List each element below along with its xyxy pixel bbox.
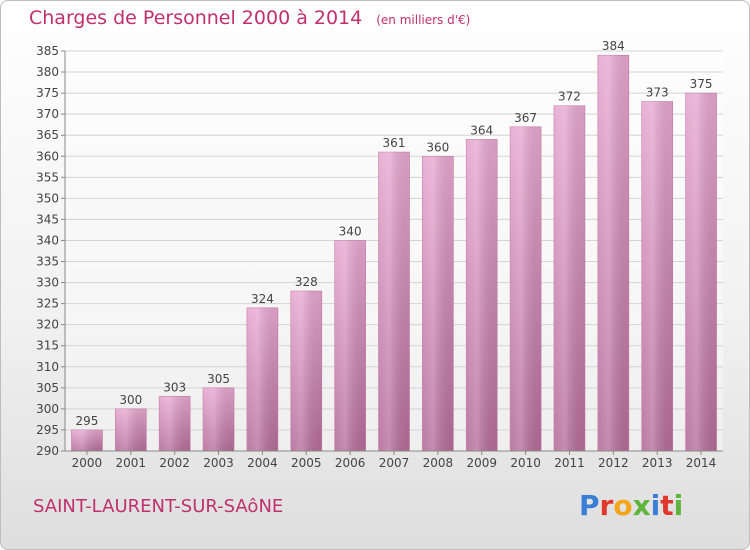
bar-shine	[334, 240, 366, 451]
proxiti-logo: Proxiti	[579, 489, 683, 522]
bar-shine	[115, 408, 147, 451]
x-tick-label: 2012	[598, 456, 629, 470]
logo-letter: r	[599, 489, 614, 522]
y-tick-label: 360	[36, 149, 59, 163]
data-label: 305	[207, 372, 230, 386]
x-tick-label: 2004	[247, 456, 278, 470]
bar-shine	[246, 307, 278, 451]
x-tick-label: 2006	[335, 456, 366, 470]
logo-letter: i	[650, 489, 661, 522]
data-label: 367	[514, 111, 537, 125]
x-tick-label: 2011	[554, 456, 585, 470]
data-label: 372	[558, 90, 581, 104]
bar-shine	[685, 93, 717, 452]
x-tick-label: 2002	[159, 456, 190, 470]
y-tick-label: 355	[36, 170, 59, 184]
data-label: 384	[602, 39, 625, 53]
y-tick-label: 325	[36, 297, 59, 311]
data-label: 360	[426, 140, 449, 154]
x-tick-label: 2003	[203, 456, 234, 470]
bar-shine	[422, 156, 454, 451]
data-label: 373	[646, 86, 669, 100]
y-tick-label: 370	[36, 107, 59, 121]
x-tick-label: 2013	[642, 456, 673, 470]
data-label: 324	[251, 292, 274, 306]
y-tick-label: 340	[36, 233, 59, 247]
bar-shine	[553, 105, 585, 451]
x-tick-label: 2008	[423, 456, 454, 470]
data-label: 361	[383, 136, 406, 150]
bar-shine	[510, 126, 542, 451]
data-label: 375	[690, 77, 713, 91]
y-tick-label: 365	[36, 128, 59, 142]
bar-shine	[597, 55, 629, 452]
y-tick-label: 305	[36, 381, 59, 395]
x-tick-label: 2001	[116, 456, 147, 470]
data-label: 300	[119, 393, 142, 407]
bar-shine	[641, 101, 673, 452]
logo-letter: P	[579, 489, 600, 522]
bar-shine	[159, 396, 191, 451]
chart-title-text: Charges de Personnel 2000 à 2014	[29, 7, 363, 29]
y-tick-label: 380	[36, 65, 59, 79]
y-tick-label: 315	[36, 339, 59, 353]
x-tick-label: 2005	[291, 456, 322, 470]
bar-shine	[203, 387, 235, 451]
data-label: 364	[470, 123, 493, 137]
data-label: 328	[295, 275, 318, 289]
unit-note: (en milliers d'€)	[376, 13, 471, 27]
y-tick-label: 300	[36, 402, 59, 416]
logo-letter: t	[660, 489, 674, 522]
logo-letter: x	[632, 489, 651, 522]
x-tick-label: 2010	[510, 456, 541, 470]
x-tick-label: 2000	[72, 456, 103, 470]
x-tick-label: 2009	[466, 456, 497, 470]
y-tick-label: 385	[36, 44, 59, 58]
y-tick-label: 345	[36, 212, 59, 226]
data-label: 340	[339, 224, 362, 238]
y-tick-label: 320	[36, 318, 59, 332]
x-tick-label: 2014	[686, 456, 717, 470]
data-label: 295	[75, 414, 98, 428]
bar-shine	[466, 139, 498, 451]
logo-letter: o	[613, 489, 633, 522]
data-label: 303	[163, 380, 186, 394]
bar-shine	[71, 429, 103, 451]
y-tick-label: 335	[36, 255, 59, 269]
x-tick-label: 2007	[379, 456, 410, 470]
y-tick-label: 310	[36, 360, 59, 374]
y-tick-label: 290	[36, 444, 59, 458]
town-name: SAINT-LAURENT-SUR-SAôNE	[33, 496, 284, 517]
logo-letter: i	[673, 489, 684, 522]
y-tick-label: 330	[36, 276, 59, 290]
bar-shine	[290, 291, 322, 451]
chart-title: Charges de Personnel 2000 à 2014 (en mill…	[29, 7, 470, 29]
y-tick-label: 375	[36, 86, 59, 100]
bar-shine	[378, 152, 410, 452]
y-tick-label: 295	[36, 423, 59, 437]
y-tick-label: 350	[36, 191, 59, 205]
